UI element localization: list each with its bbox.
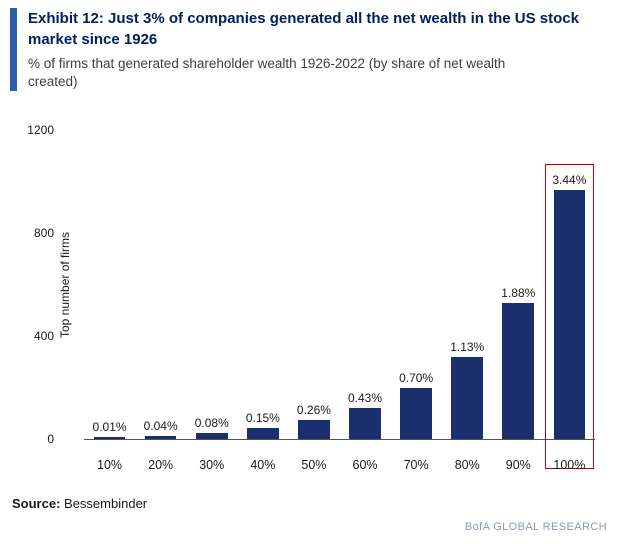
exhibit-title: Exhibit 12: Just 3% of companies generat… [28, 10, 579, 48]
plot-area: 0.01% 0.04% 0.08% 0.15% 0.26% 0.43% 0.70% 1.13%… [27, 123, 595, 469]
x-tick-label: 50% [301, 458, 327, 472]
chart-subtitle: % of firms that generated shareholder we… [28, 56, 506, 90]
bar [451, 357, 484, 439]
y-tick-label: 400 [33, 329, 54, 343]
bar-value-label: 1.13% [450, 340, 485, 355]
bar-value-label: 0.15% [245, 411, 280, 426]
source-value: Bessembinder [64, 496, 148, 511]
x-axis: 10% 20% 30% 40% 50% 60% 70% 80% 90% 100% [84, 458, 595, 472]
exhibit-header: Exhibit 12: Just 3% of companies generat… [10, 8, 613, 92]
bar [195, 433, 228, 439]
x-tick-label: 90% [505, 458, 531, 472]
accent-bar [10, 8, 17, 92]
bar-column: 1.13% [442, 130, 493, 439]
bar-value-label: 0.01% [92, 420, 127, 434]
y-axis-label: Top number of firms [58, 231, 72, 339]
x-tick-label: 70% [403, 458, 429, 472]
bar-chart: Top number of firms 0.01% 0.04% 0.08% 0.15%… [0, 112, 623, 480]
x-tick-label: 60% [352, 458, 378, 472]
bar [298, 420, 330, 439]
bar [93, 437, 126, 439]
bar [502, 303, 535, 439]
bar-value-label: 1.88% [501, 286, 536, 301]
bar-column: 0.43% [339, 130, 390, 439]
bar-value-label: 0.08% [194, 416, 229, 431]
bar [553, 190, 586, 439]
bar [144, 436, 177, 439]
bar-value-label: 0.43% [348, 390, 383, 405]
bar-column: 3.44% [544, 130, 595, 469]
bar [349, 407, 381, 439]
bar-column: 0.70% [391, 130, 442, 439]
bar-column: 0.15% [237, 130, 288, 439]
x-tick-label: 80% [454, 458, 480, 472]
bar-column: 0.08% [186, 130, 237, 439]
bar-value-label: 0.26% [296, 403, 331, 418]
brand-label: BofA GLOBAL RESEARCH [464, 521, 607, 533]
bar-value-label: 0.04% [143, 419, 178, 434]
y-tick-label: 1200 [27, 123, 54, 137]
y-tick-label: 0 [47, 432, 54, 446]
x-tick-label: 20% [148, 458, 174, 472]
bar-column: 0.26% [288, 130, 339, 439]
bar [400, 388, 432, 439]
source-label: Source: [12, 496, 61, 511]
bar-column: 1.88% [493, 130, 544, 439]
source-line: Source: Bessembinder [12, 496, 147, 511]
y-tick-label: 800 [33, 226, 54, 240]
x-tick-label: 100% [553, 458, 586, 472]
bar [246, 428, 279, 439]
bar-column: 0.01% [84, 130, 135, 439]
x-tick-label: 30% [199, 458, 225, 472]
x-tick-label: 40% [250, 458, 276, 472]
x-tick-label: 10% [97, 458, 123, 472]
bar-value-label: 3.44% [552, 173, 587, 187]
bar-value-label: 0.70% [399, 371, 434, 386]
bar-column: 0.04% [135, 130, 186, 439]
